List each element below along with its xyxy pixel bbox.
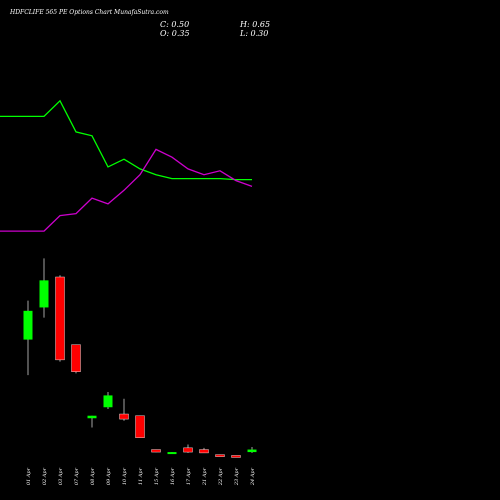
candle-01-apr bbox=[23, 300, 33, 376]
candle-07-apr bbox=[71, 344, 81, 374]
green-indicator-line bbox=[0, 99, 252, 181]
candle-body bbox=[199, 449, 209, 454]
high-value: H: 0.65 bbox=[239, 20, 270, 29]
candle-23-apr bbox=[231, 455, 241, 458]
candle-02-apr bbox=[39, 258, 49, 318]
x-tick-label: 24 Apr bbox=[250, 467, 256, 486]
x-tick-label: 16 Apr bbox=[170, 467, 176, 485]
candle-body bbox=[119, 413, 129, 420]
x-tick-label: 15 Apr bbox=[154, 467, 160, 485]
x-tick-label: 21 Apr bbox=[202, 467, 208, 486]
candlesticks bbox=[23, 258, 257, 458]
x-tick-label: 23 Apr bbox=[234, 467, 240, 486]
candle-body bbox=[247, 449, 257, 453]
candle-17-apr bbox=[183, 444, 193, 453]
x-tick-label: 11 Apr bbox=[138, 467, 144, 485]
x-tick-label: 08 Apr bbox=[90, 467, 96, 485]
candle-body bbox=[55, 276, 65, 361]
candle-body bbox=[39, 280, 49, 308]
candle-body bbox=[23, 310, 33, 340]
magenta-indicator-line bbox=[0, 148, 253, 232]
x-tick-label: 01 Apr bbox=[26, 467, 32, 485]
candle-body bbox=[103, 395, 113, 408]
close-value: C: 0.50 bbox=[160, 20, 189, 29]
candle-11-apr bbox=[135, 415, 145, 438]
x-tick-label: 02 Apr bbox=[42, 467, 48, 485]
candle-body bbox=[167, 452, 177, 455]
candle-10-apr bbox=[119, 398, 129, 421]
x-tick-label: 03 Apr bbox=[58, 467, 64, 485]
x-tick-label: 10 Apr bbox=[122, 467, 128, 485]
candle-22-apr bbox=[215, 454, 225, 457]
candle-body bbox=[87, 415, 97, 419]
x-tick-label: 09 Apr bbox=[106, 467, 112, 485]
chart-title: HDFCLIFE 565 PE Options Chart MunafaSutr… bbox=[9, 9, 169, 16]
candle-body bbox=[215, 454, 225, 457]
x-tick-label: 07 Apr bbox=[74, 467, 80, 485]
candle-body bbox=[71, 344, 81, 372]
candle-21-apr bbox=[199, 447, 209, 454]
candle-body bbox=[135, 415, 145, 438]
candle-03-apr bbox=[55, 275, 65, 362]
indicator-lines bbox=[0, 99, 253, 232]
candle-body bbox=[183, 447, 193, 453]
candle-16-apr bbox=[167, 452, 177, 455]
candle-08-apr bbox=[87, 415, 97, 428]
open-value: O: 0.35 bbox=[160, 29, 190, 38]
candle-09-apr bbox=[103, 392, 113, 409]
x-tick-label: 22 Apr bbox=[218, 467, 224, 486]
candle-body bbox=[151, 449, 161, 453]
low-value: L: 0.30 bbox=[239, 29, 268, 38]
candle-body bbox=[231, 455, 241, 458]
candle-15-apr bbox=[151, 449, 161, 453]
x-axis-ticks: 01 Apr 02 Apr 03 Apr 07 Apr 08 Apr 09 Apr 10 A… bbox=[26, 467, 256, 486]
candle-24-apr bbox=[247, 447, 257, 453]
x-tick-label: 17 Apr bbox=[186, 467, 192, 485]
